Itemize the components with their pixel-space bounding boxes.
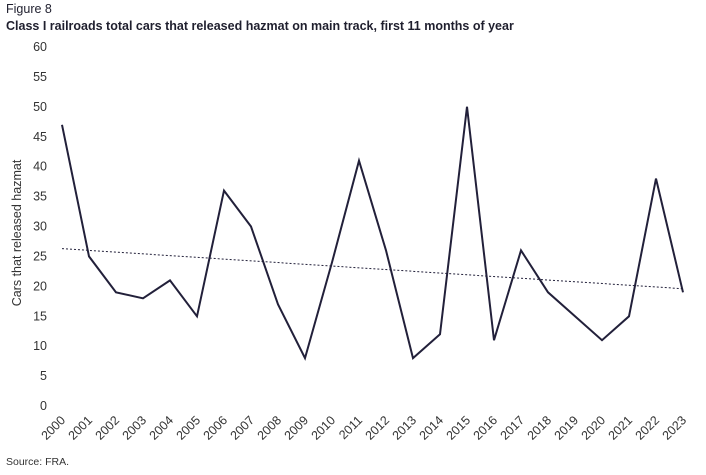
y-tick-label: 45 (33, 130, 47, 144)
x-tick-label: 2001 (66, 413, 96, 443)
y-tick-label: 35 (33, 190, 47, 204)
y-tick-label: 20 (33, 279, 47, 293)
source-note: Source: FRA. (6, 456, 70, 468)
x-tick-label: 2005 (174, 413, 204, 443)
x-tick-label: 2014 (417, 413, 447, 443)
y-tick-label: 50 (33, 100, 47, 114)
y-tick-label: 10 (33, 339, 47, 353)
x-tick-label: 2018 (525, 413, 555, 443)
y-tick-label: 25 (33, 249, 47, 263)
x-tick-label: 2003 (120, 413, 150, 443)
x-tick-label: 2022 (633, 413, 663, 443)
y-tick-label: 5 (40, 369, 47, 383)
x-tick-label: 2012 (363, 413, 393, 443)
x-axis-ticks: 2000200120022003200420052006200720082009… (39, 413, 690, 443)
y-tick-label: 40 (33, 160, 47, 174)
y-tick-label: 30 (33, 220, 47, 234)
y-tick-label: 0 (40, 399, 47, 413)
y-axis-label: Cars that released hazmat (10, 159, 24, 306)
y-axis-ticks: 0 5 10 15 20 25 30 35 40 45 50 55 60 (33, 40, 47, 413)
y-tick-label: 15 (33, 309, 47, 323)
x-tick-label: 2006 (201, 413, 231, 443)
x-tick-label: 2009 (282, 413, 312, 443)
x-tick-label: 2021 (606, 413, 636, 443)
x-tick-label: 2015 (444, 413, 474, 443)
figure-label: Figure 8 (6, 2, 52, 16)
x-tick-label: 2010 (309, 413, 339, 443)
series-line (61, 106, 684, 361)
x-tick-label: 2019 (552, 413, 582, 443)
x-tick-label: 2007 (228, 413, 258, 443)
trend-line (61, 248, 684, 290)
x-tick-label: 2017 (498, 413, 528, 443)
x-tick-label: 2013 (390, 413, 420, 443)
chart-title: Class I railroads total cars that releas… (6, 19, 514, 33)
x-tick-label: 2011 (336, 413, 365, 442)
x-tick-label: 2002 (93, 413, 123, 443)
x-tick-label: 2008 (255, 413, 285, 443)
y-tick-label: 55 (33, 70, 47, 84)
y-tick-label: 60 (33, 40, 47, 54)
x-tick-label: 2016 (471, 413, 501, 443)
x-tick-label: 2020 (579, 413, 609, 443)
x-tick-label: 2004 (147, 413, 177, 443)
x-tick-label: 2000 (39, 413, 69, 443)
x-tick-label: 2023 (660, 413, 690, 443)
